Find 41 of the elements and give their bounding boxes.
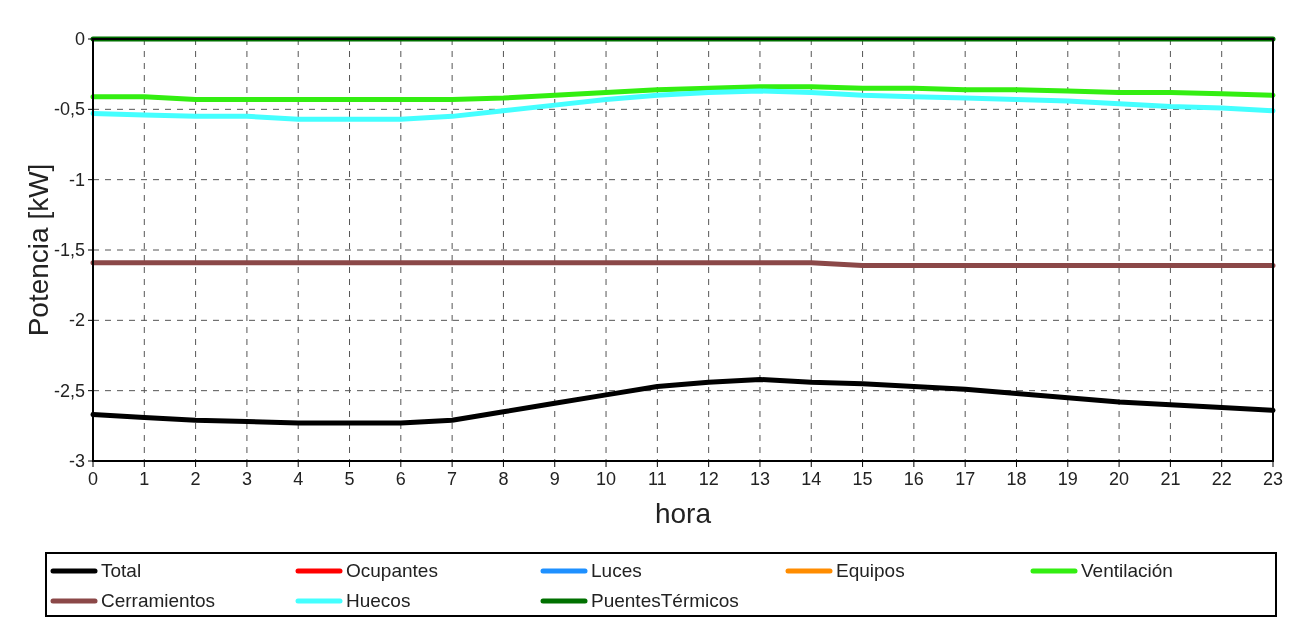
y-tick-label: -1 <box>68 169 85 190</box>
x-tick-label: 21 <box>1160 469 1181 489</box>
x-tick-label: 8 <box>498 469 509 489</box>
x-tick-label: 18 <box>1006 469 1027 489</box>
y-tick-label: -0,5 <box>53 99 85 120</box>
x-tick-label: 16 <box>903 469 924 489</box>
y-tick-label: 0 <box>74 29 85 49</box>
y-tick-label: -2,5 <box>53 380 85 401</box>
x-tick-label: 14 <box>801 469 822 489</box>
legend-label: Luces <box>591 560 642 581</box>
x-tick-label: 1 <box>139 469 150 489</box>
x-tick-label: 10 <box>596 469 617 489</box>
x-tick-label: 7 <box>447 469 458 489</box>
legend-label: PuentesTérmicos <box>591 590 739 611</box>
x-tick-label: 17 <box>955 469 976 489</box>
y-axis-title: Potencia [kW] <box>23 163 54 337</box>
x-tick-label: 0 <box>87 469 99 489</box>
y-tick-label: -2 <box>68 310 85 331</box>
x-tick-label: 19 <box>1057 469 1078 489</box>
x-tick-label: 9 <box>549 469 560 489</box>
x-tick-label: 20 <box>1109 469 1130 489</box>
x-tick-label: 23 <box>1262 469 1284 489</box>
legend-label: Ocupantes <box>346 560 438 581</box>
x-tick-label: 15 <box>852 469 873 489</box>
x-tick-label: 4 <box>293 469 304 489</box>
legend-label: Ventilación <box>1081 560 1173 581</box>
x-axis-title: hora <box>654 498 712 529</box>
x-tick-label: 6 <box>395 469 406 489</box>
y-tick-label: -3 <box>68 451 85 471</box>
x-tick-label: 12 <box>698 469 719 489</box>
legend-label: Total <box>101 560 142 581</box>
legend-label: Cerramientos <box>101 590 216 611</box>
x-tick-label: 3 <box>241 469 252 489</box>
x-tick-label: 22 <box>1211 469 1232 489</box>
y-tick-label: -1,5 <box>53 240 85 260</box>
x-tick-label: 13 <box>749 469 770 489</box>
legend-label: Equipos <box>836 560 905 581</box>
x-tick-label: 5 <box>344 469 355 489</box>
legend-label: Huecos <box>346 590 411 611</box>
x-tick-label: 2 <box>190 469 201 489</box>
x-tick-label: 11 <box>648 469 667 489</box>
